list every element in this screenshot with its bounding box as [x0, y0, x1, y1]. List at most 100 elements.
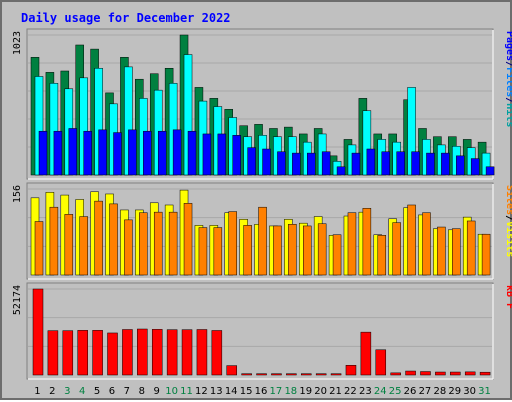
- bar-pages-day-3: [68, 128, 78, 176]
- bar-sites-day-2: [49, 206, 59, 276]
- bar-kb-f-day-27: [420, 371, 431, 376]
- day-label-1: 1: [34, 386, 40, 397]
- bar-pages-day-12: [202, 133, 212, 176]
- bar-sites-day-29: [452, 228, 461, 276]
- bar-pages-day-27: [426, 152, 435, 176]
- day-label-13: 13: [210, 386, 223, 397]
- bar-sites-day-25: [392, 222, 401, 276]
- bar-kb-f-day-3: [62, 330, 74, 376]
- bar-pages-day-23: [366, 148, 376, 176]
- bar-kb-f-day-15: [241, 373, 252, 376]
- bar-pages-day-13: [217, 133, 227, 176]
- day-label-10: 10: [165, 386, 178, 397]
- bar-sites-day-30: [466, 220, 476, 276]
- day-label-18: 18: [284, 386, 297, 397]
- legend-item: /: [504, 97, 512, 103]
- bar-sites-day-24: [377, 235, 387, 276]
- bar-sites-day-3: [64, 214, 74, 276]
- legend-item: Hits: [504, 103, 512, 127]
- bar-pages-day-4: [83, 130, 92, 176]
- bar-pages-day-16: [262, 148, 271, 176]
- bar-kb-f-day-9: [151, 329, 163, 376]
- bar-sites-day-14: [228, 211, 237, 276]
- day-label-3: 3: [64, 386, 70, 397]
- day-label-26: 26: [404, 386, 417, 397]
- panel-kbytes: [26, 282, 494, 380]
- bar-pages-day-19: [307, 152, 316, 176]
- bar-sites-day-13: [213, 227, 223, 276]
- bar-pages-day-7: [128, 129, 137, 176]
- day-label-6: 6: [109, 386, 115, 397]
- day-label-30: 30: [463, 386, 476, 397]
- chart-title: Daily usage for December 2022: [21, 11, 231, 25]
- day-label-21: 21: [329, 386, 342, 397]
- bar-kb-f-day-28: [435, 371, 446, 376]
- day-label-31: 31: [478, 386, 491, 397]
- bar-sites-day-12: [198, 227, 208, 276]
- bar-sites-day-1: [34, 221, 44, 276]
- bar-pages-day-14: [232, 135, 241, 176]
- day-label-14: 14: [225, 386, 238, 397]
- bar-kb-f-day-31: [479, 371, 491, 376]
- day-label-15: 15: [240, 386, 253, 397]
- bar-sites-day-26: [407, 204, 416, 276]
- bar-sites-day-7: [124, 219, 133, 276]
- bar-pages-day-31: [485, 166, 495, 176]
- day-label-7: 7: [124, 386, 130, 397]
- bar-kb-f-day-8: [137, 328, 148, 376]
- bar-sites-day-15: [243, 225, 252, 276]
- bar-sites-day-22: [347, 212, 357, 276]
- day-label-9: 9: [153, 386, 159, 397]
- day-label-2: 2: [49, 386, 55, 397]
- bar-sites-day-23: [362, 208, 372, 276]
- bar-kb-f-day-30: [464, 371, 476, 376]
- bar-kb-f-day-20: [315, 373, 327, 376]
- legend-item: /: [504, 215, 512, 221]
- bar-kb-f-day-6: [107, 332, 118, 376]
- bar-kb-f-day-16: [256, 373, 267, 376]
- bar-kb-f-day-21: [330, 373, 342, 376]
- bar-pages-day-21: [336, 166, 346, 176]
- bar-pages-day-30: [470, 158, 480, 176]
- legend-item: kB F: [504, 285, 512, 309]
- bar-sites-day-9: [153, 211, 163, 276]
- day-label-19: 19: [299, 386, 312, 397]
- bar-pages-day-20: [321, 151, 331, 176]
- bar-kb-f-day-23: [360, 331, 372, 376]
- day-label-8: 8: [139, 386, 145, 397]
- bar-sites-day-4: [79, 216, 88, 276]
- bar-kb-f-day-7: [122, 329, 133, 376]
- bar-sites-day-6: [109, 203, 118, 276]
- bar-kb-f-day-10: [166, 329, 178, 376]
- bar-kb-f-day-1: [32, 288, 44, 376]
- bar-pages-day-29: [456, 155, 465, 176]
- legend-item: /: [504, 61, 512, 67]
- bar-sites-day-18: [288, 224, 297, 276]
- day-label-27: 27: [419, 386, 432, 397]
- y-max-label-hits: 1023: [12, 31, 23, 55]
- bar-kb-f-day-4: [77, 330, 88, 376]
- legend-item: Visits: [504, 221, 512, 257]
- bar-kb-f-day-29: [450, 371, 461, 376]
- bar-kb-f-day-11: [181, 329, 193, 376]
- bar-sites-day-11: [183, 203, 193, 276]
- bar-pages-day-24: [381, 151, 391, 176]
- bar-sites-day-31: [481, 233, 491, 276]
- day-label-11: 11: [180, 386, 193, 397]
- day-label-16: 16: [255, 386, 268, 397]
- bar-kb-f-day-26: [405, 370, 416, 376]
- bar-sites-day-27: [422, 212, 431, 276]
- bar-sites-day-8: [139, 212, 148, 276]
- legend-visits: Sites/Visits: [504, 185, 512, 257]
- bar-pages-day-5: [98, 129, 107, 176]
- bar-pages-day-10: [172, 129, 182, 176]
- bar-sites-day-5: [94, 200, 103, 276]
- day-label-29: 29: [448, 386, 461, 397]
- bar-pages-day-17: [277, 151, 286, 176]
- bar-kb-f-day-17: [271, 373, 282, 376]
- bar-pages-day-22: [351, 152, 361, 176]
- bar-sites-day-21: [332, 234, 342, 276]
- bar-kb-f-day-13: [211, 330, 223, 376]
